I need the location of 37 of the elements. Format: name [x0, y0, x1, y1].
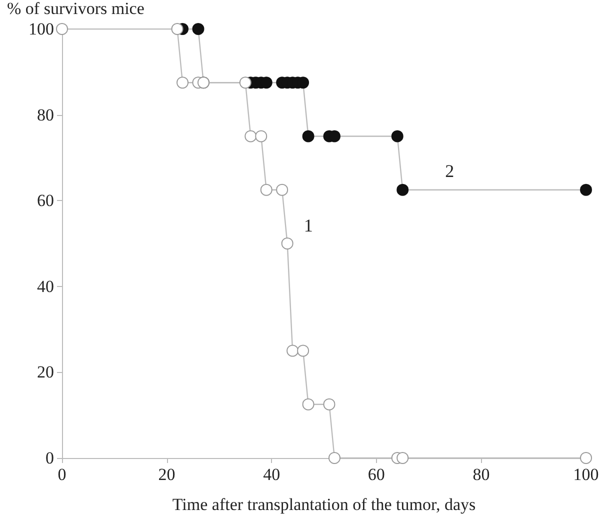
- y-tick-label: 100: [28, 20, 54, 38]
- x-tick-label: 20: [158, 465, 176, 484]
- point: [286, 344, 299, 357]
- point: [580, 184, 592, 196]
- point: [302, 398, 314, 410]
- x-tick-label: 100: [573, 465, 599, 484]
- y-tick-label: 60: [37, 191, 54, 210]
- point: [391, 130, 404, 142]
- point: [580, 452, 592, 464]
- point: [328, 452, 340, 464]
- x-tick-label: 0: [58, 465, 66, 484]
- point: [244, 130, 257, 142]
- point: [56, 23, 68, 35]
- series-label: 1: [304, 216, 313, 236]
- point: [302, 130, 314, 142]
- y-tick-label: 0: [46, 448, 54, 468]
- point: [171, 23, 184, 35]
- y-axis-title: % of survivors mice: [7, 0, 144, 18]
- point: [323, 398, 336, 410]
- point: [192, 23, 204, 35]
- point: [255, 130, 268, 142]
- x-tick-label: 60: [368, 465, 385, 484]
- point: [281, 238, 294, 250]
- point: [396, 184, 409, 196]
- point: [276, 184, 288, 196]
- point: [396, 452, 409, 464]
- point: [297, 344, 310, 357]
- series-label: 2: [445, 160, 454, 181]
- point: [260, 184, 272, 196]
- point: [239, 76, 252, 89]
- y-tick-label: 20: [37, 362, 54, 382]
- y-tick-label: 80: [37, 105, 54, 124]
- x-tick-label: 80: [472, 465, 490, 484]
- y-tick-label: 40: [37, 276, 54, 296]
- x-axis-title: Time after transplantation of the tumor, days: [172, 495, 476, 514]
- x-tick-label: 40: [263, 465, 280, 484]
- point: [176, 76, 189, 89]
